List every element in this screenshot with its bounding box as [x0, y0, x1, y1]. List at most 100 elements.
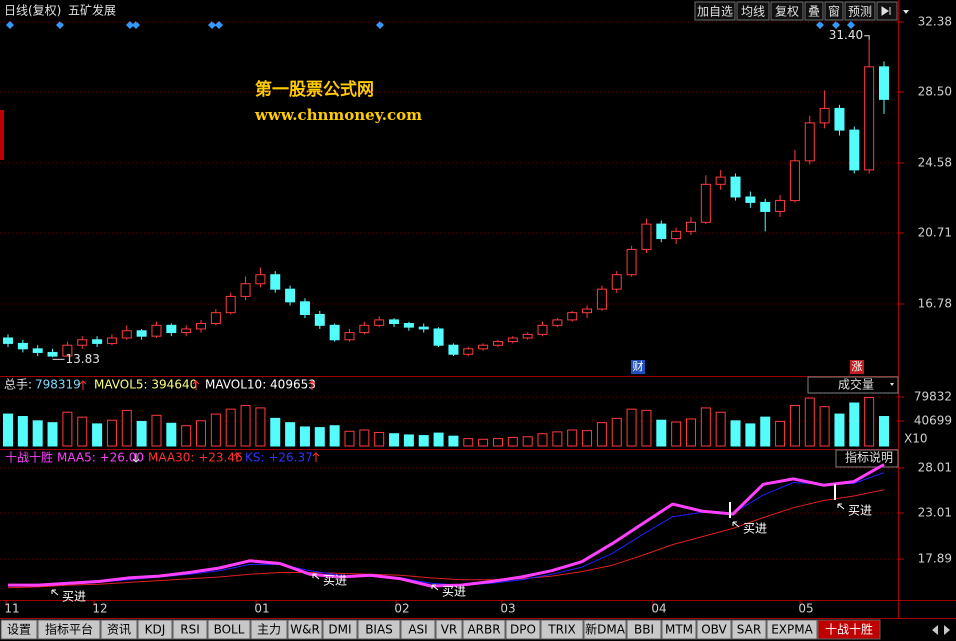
play-icon[interactable]: [881, 6, 891, 16]
period-label: 日线(复权): [4, 4, 61, 18]
candle-body: [819, 107, 830, 124]
volume-bar: [181, 425, 192, 447]
toolbar-button[interactable]: [804, 1, 824, 21]
help-button[interactable]: [835, 449, 899, 468]
tab-label[interactable]: KDJ: [145, 623, 166, 637]
watermark-url: www.chnmoney.com: [254, 106, 422, 124]
tab[interactable]: [817, 619, 881, 640]
candle-body: [62, 344, 73, 357]
tab[interactable]: [731, 619, 767, 640]
y-tick-label: 28.50: [918, 85, 952, 99]
candle-body: [804, 122, 815, 162]
toolbar-button[interactable]: [736, 1, 770, 21]
tab-label[interactable]: MTM: [665, 623, 693, 637]
tab[interactable]: [505, 619, 541, 640]
tab[interactable]: [287, 619, 323, 640]
volume-bar: [478, 438, 489, 447]
tab-label[interactable]: DPO: [510, 623, 536, 637]
dropdown-arrow[interactable]: [890, 383, 894, 386]
tab-label[interactable]: 主力: [257, 623, 281, 637]
toolbar-button[interactable]: [844, 1, 876, 21]
tab[interactable]: [0, 619, 38, 640]
volume-bar: [329, 425, 340, 447]
tab-label[interactable]: 资讯: [107, 623, 131, 637]
tab-label[interactable]: SAR: [737, 623, 761, 637]
candle-body: [448, 344, 459, 355]
help-label[interactable]: 指标说明: [845, 450, 893, 465]
tab-label[interactable]: TRIX: [547, 623, 575, 637]
volume-bar: [804, 397, 815, 447]
tab[interactable]: [583, 619, 627, 640]
toolbar-button[interactable]: [770, 1, 804, 21]
tab-label[interactable]: EXPMA: [771, 623, 813, 637]
volume-bar: [255, 407, 266, 447]
tab-label[interactable]: 十战十胜: [825, 622, 873, 637]
candle-body: [507, 337, 518, 343]
tab-label[interactable]: 新DMA: [585, 622, 626, 637]
menu-arrow[interactable]: [903, 10, 909, 14]
tab-scroll[interactable]: [932, 625, 950, 635]
frame: [0, 0, 956, 619]
volume-bar: [819, 406, 830, 447]
toolbar-button[interactable]: [694, 1, 736, 21]
y-tick-label: 40699: [914, 414, 952, 428]
x-tick-label: 02: [394, 602, 409, 616]
toolbar-button-label[interactable]: 预测: [848, 5, 872, 19]
up-arrow: [312, 452, 320, 462]
up-arrow: [192, 380, 200, 390]
candle-body: [17, 342, 28, 350]
event-marker: [850, 360, 864, 374]
tab[interactable]: [766, 619, 818, 640]
tab[interactable]: [250, 619, 288, 640]
tab[interactable]: [37, 619, 101, 640]
tab-label[interactable]: W&R: [290, 623, 320, 637]
toolbar-button-label[interactable]: 均线: [741, 5, 765, 19]
candle-body: [849, 129, 860, 171]
tab[interactable]: [137, 619, 173, 640]
tab[interactable]: [540, 619, 584, 640]
indicator-selector[interactable]: [807, 376, 899, 394]
toolbar-button-label[interactable]: 叠: [808, 5, 820, 19]
candle-body: [344, 332, 355, 341]
tab[interactable]: [172, 619, 208, 640]
tab-label[interactable]: BBI: [634, 623, 654, 637]
volume-bar: [47, 422, 58, 447]
event-marker: [631, 360, 645, 374]
tab[interactable]: [400, 619, 436, 640]
tab[interactable]: [322, 619, 358, 640]
candle-body: [255, 274, 266, 285]
toolbar-button[interactable]: [824, 1, 844, 21]
tab-label[interactable]: RSI: [180, 623, 200, 637]
tab[interactable]: [357, 619, 401, 640]
toolbar-button-label[interactable]: 复权: [775, 5, 799, 19]
selector-label[interactable]: 成交量: [838, 377, 874, 392]
volume-bar: [136, 420, 147, 447]
mavol5: MAVOL5: 394640: [94, 378, 197, 392]
tab-label[interactable]: BOLL: [214, 623, 245, 637]
tab-label[interactable]: BIAS: [365, 623, 393, 637]
candle-body: [478, 344, 489, 350]
tab[interactable]: [626, 619, 662, 640]
candle-body: [403, 323, 414, 328]
tab-label[interactable]: OBV: [701, 623, 727, 637]
tab-label[interactable]: 设置: [7, 623, 31, 637]
y-tick-label: 79832: [914, 389, 952, 403]
tab-label[interactable]: VR: [441, 623, 458, 637]
volume-bar: [775, 420, 786, 447]
candle-body: [47, 351, 58, 357]
tab-label[interactable]: ARBR: [467, 623, 500, 637]
tab-label[interactable]: ASI: [408, 623, 427, 637]
tab-label[interactable]: DMI: [328, 623, 351, 637]
tab[interactable]: [435, 619, 463, 640]
toolbar-button-label[interactable]: 加自选: [697, 5, 733, 19]
tab[interactable]: [696, 619, 732, 640]
tab[interactable]: [100, 619, 138, 640]
watermark-title: 第一股票公式网: [255, 79, 374, 100]
tab[interactable]: [207, 619, 251, 640]
tab[interactable]: [462, 619, 506, 640]
y-tick-label: 28.01: [918, 461, 952, 475]
toolbar-button-label[interactable]: 窗: [828, 5, 840, 19]
tab[interactable]: [661, 619, 697, 640]
tab-label[interactable]: 指标平台: [45, 622, 93, 637]
volume-bar: [106, 419, 117, 447]
